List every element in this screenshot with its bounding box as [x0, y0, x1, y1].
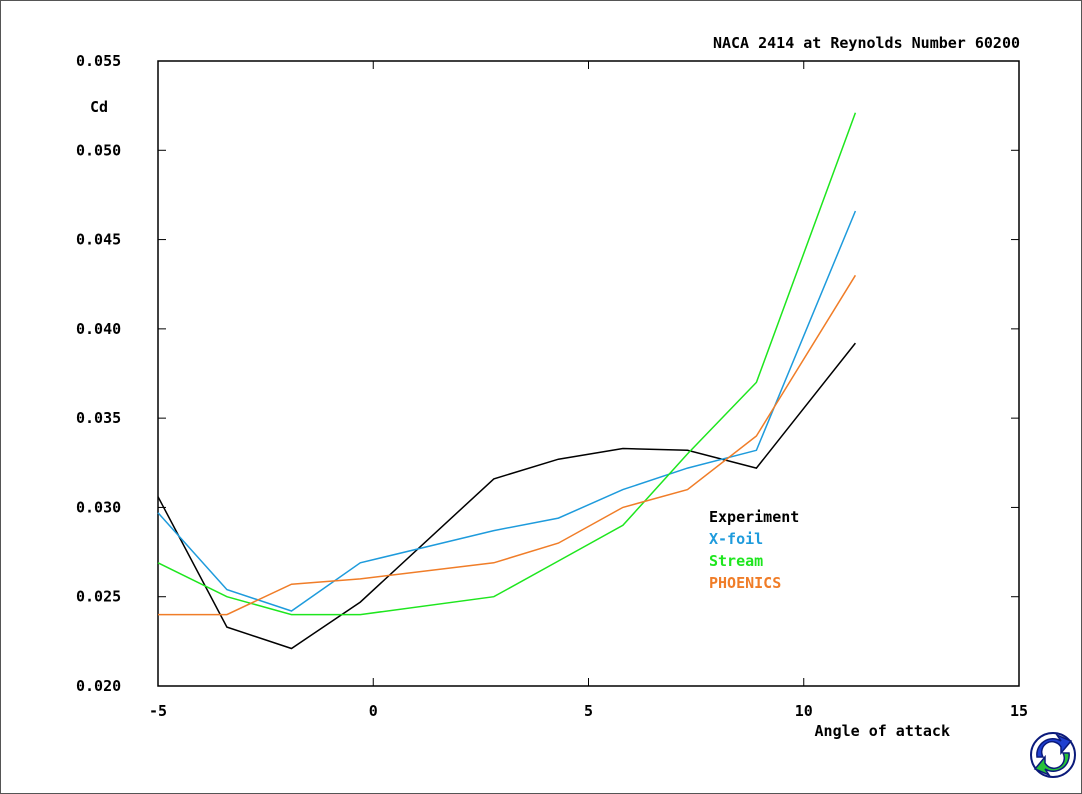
- y-tick-label: 0.045: [76, 231, 121, 249]
- y-tick-label: 0.040: [76, 320, 121, 338]
- x-tick-label: 15: [1010, 702, 1028, 720]
- x-tick-label: 5: [584, 702, 593, 720]
- y-tick-label: 0.030: [76, 498, 121, 516]
- legend: Experiment X-foil Stream PHOENICS: [709, 508, 799, 592]
- y-tick-label: 0.035: [76, 409, 121, 427]
- plot-border: [157, 60, 1020, 687]
- legend-entry-experiment: Experiment: [709, 508, 799, 526]
- legend-entry-phoenics: PHOENICS: [709, 574, 781, 592]
- y-tick-label: 0.055: [76, 52, 121, 70]
- y-axis-label: Cd: [90, 98, 108, 116]
- x-tick-label: -5: [149, 702, 167, 720]
- cycle-logo-icon: [1030, 732, 1076, 778]
- x-axis-label: Angle of attack: [815, 722, 950, 740]
- series-line-phoenics: [158, 274, 857, 616]
- series-layer: [157, 112, 857, 650]
- axis-ticks: 0.020 0.025 0.030 0.035 0.040 0.045 0.050 0.055…: [76, 52, 1028, 720]
- x-tick-label: 0: [369, 702, 378, 720]
- series-line-x-foil: [157, 210, 857, 612]
- y-tick-label: 0.020: [76, 677, 121, 695]
- legend-entry-x-foil: X-foil: [709, 530, 763, 548]
- series-line-stream: [157, 112, 857, 616]
- legend-entry-stream: Stream: [709, 552, 763, 570]
- chart-title: NACA 2414 at Reynolds Number 60200: [713, 34, 1020, 52]
- y-tick-label: 0.050: [76, 141, 121, 159]
- y-tick-label: 0.025: [76, 588, 121, 606]
- plot-area: [157, 60, 1020, 687]
- x-tick-label: 10: [795, 702, 813, 720]
